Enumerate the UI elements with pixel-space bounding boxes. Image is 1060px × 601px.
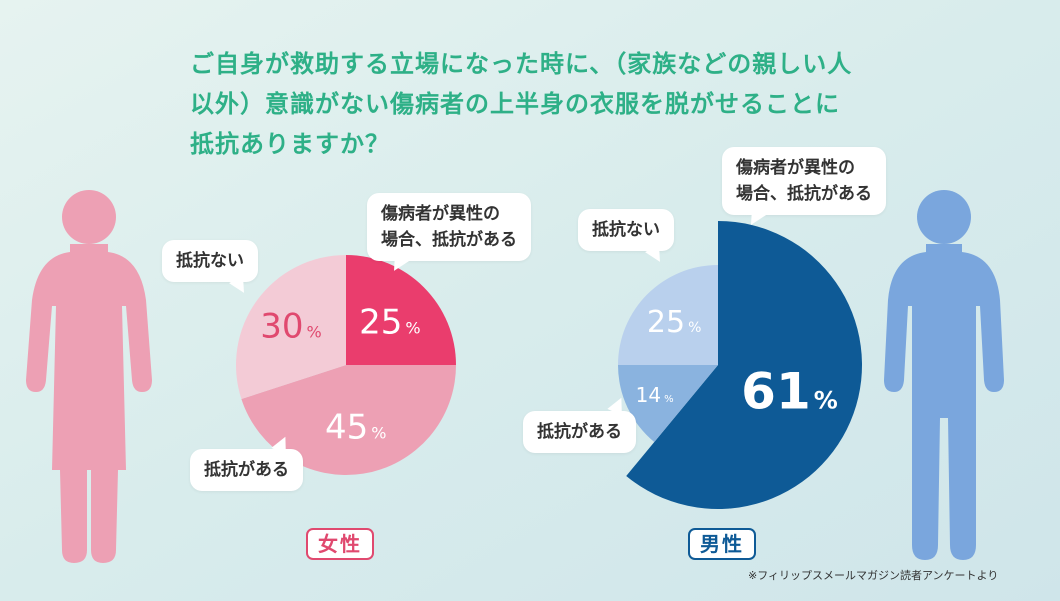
male-slice-1 <box>618 365 718 443</box>
male-slice-0 <box>626 221 862 509</box>
female-value-label-0: 25% <box>359 302 420 342</box>
male-value-label-0: 61% <box>741 363 838 421</box>
female-label: 女性 <box>306 528 374 560</box>
female-bubble-no-resistance: 抵抗ない <box>162 240 258 282</box>
title-line-1: ご自身が救助する立場になった時に、（家族などの親しい人 <box>190 50 853 78</box>
female-bubble-opposite-sex: 傷病者が異性の 場合、抵抗がある <box>367 193 531 261</box>
male-figure-icon <box>884 190 1004 560</box>
male-value-label-2: 25% <box>647 305 702 340</box>
female-slice-1 <box>241 365 456 475</box>
female-figure-icon <box>26 190 152 563</box>
male-value-label-1: 14% <box>636 383 674 407</box>
title-line-3: 抵抗ありますか？ <box>190 130 390 158</box>
female-value-label-2: 30% <box>260 306 321 346</box>
male-bubble-opposite-line-1: 傷病者が異性の <box>736 158 855 178</box>
female-bubble-resistance: 抵抗がある <box>190 449 303 491</box>
male-bubble-resistance: 抵抗がある <box>523 411 636 453</box>
female-slice-2 <box>236 255 346 399</box>
title-line-2: 以外）意識がない傷病者の上半身の衣服を脱がせることに <box>190 90 840 118</box>
female-pie-chart: 25 % 45 % 30% <box>236 255 456 475</box>
male-pie-chart: 61 % 14 % 25% <box>618 221 862 509</box>
male-bubble-opposite-sex: 傷病者が異性の 場合、抵抗がある <box>722 147 886 215</box>
male-label: 男性 <box>688 528 756 560</box>
female-bubble-opposite-line-2: 場合、抵抗がある <box>381 230 517 250</box>
male-bubble-no-resistance: 抵抗ない <box>578 209 674 251</box>
male-bubble-no-text: 抵抗ない <box>592 220 660 240</box>
source-footnote: ※フィリップスメールマガジン読者アンケートより <box>748 569 999 582</box>
female-bubble-no-text: 抵抗ない <box>176 251 244 271</box>
female-slice-0 <box>346 255 456 365</box>
male-bubble-yes-text: 抵抗がある <box>537 422 622 442</box>
male-bubble-opposite-line-2: 場合、抵抗がある <box>736 184 872 204</box>
male-slice-2 <box>618 265 718 365</box>
female-bubble-opposite-line-1: 傷病者が異性の <box>381 204 500 224</box>
female-bubble-yes-text: 抵抗がある <box>204 460 289 480</box>
female-value-label-1: 45% <box>325 407 386 447</box>
